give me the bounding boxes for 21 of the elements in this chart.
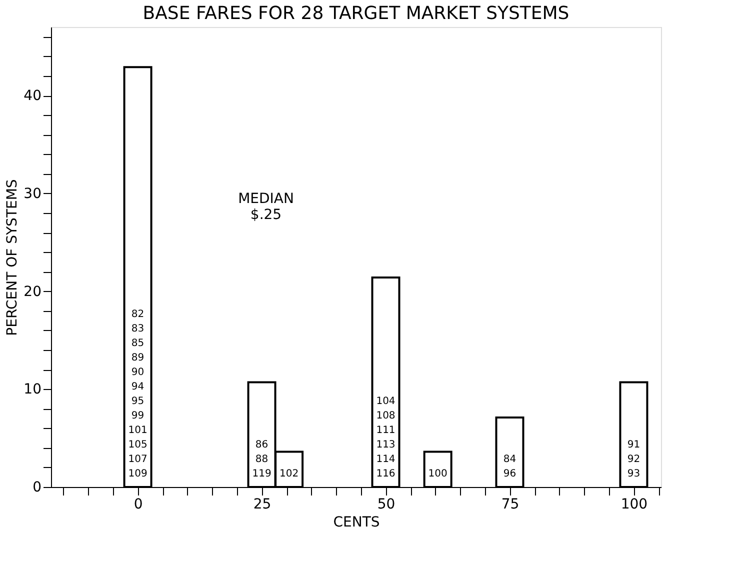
y-axis-title: PERCENT OF SYSTEMS: [4, 179, 21, 336]
x-tick-label: 25: [253, 496, 272, 512]
annotation: 102: [280, 468, 299, 480]
x-tick-label: 75: [501, 496, 520, 512]
y-tick-label: 0: [32, 480, 42, 496]
y-tick-label: 10: [24, 382, 42, 398]
y-tick-label: 20: [24, 284, 42, 300]
x-tick-label: 0: [134, 496, 143, 512]
text: 82 83 85 89 90 94 95 99 101 105 107 109: [128, 309, 148, 480]
annotation: 91 92 93: [627, 440, 640, 480]
y-tick-label: 40: [24, 88, 42, 104]
y-tick-label: 30: [24, 186, 42, 202]
x-tick-label: 50: [377, 496, 396, 512]
annotation: 84 96: [503, 454, 516, 480]
annotation: MEDIAN $.25: [238, 191, 294, 223]
annotation: 86 88 119: [252, 440, 272, 480]
x-axis-title: CENTS: [333, 514, 380, 530]
annotation: 100: [428, 468, 448, 480]
chart-title: BASE FARES FOR 28 TARGET MARKET SYSTEMS: [142, 3, 570, 24]
annotation: 104 108 111 113 114 116: [376, 396, 396, 480]
x-tick-label: 100: [620, 496, 648, 512]
